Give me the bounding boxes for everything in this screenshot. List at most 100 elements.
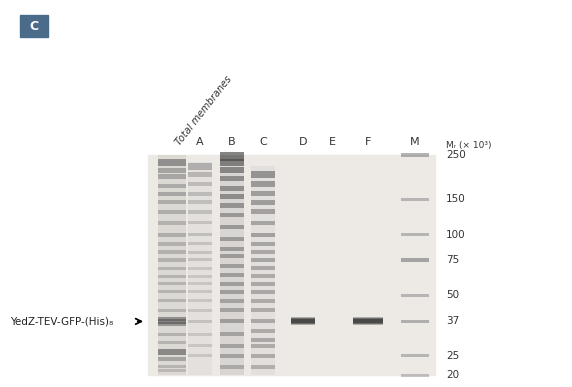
Text: C: C [259,137,267,147]
Bar [251,209,275,214]
Bar [401,354,429,357]
Bar [220,176,244,182]
Bar [353,319,383,324]
Bar [220,203,244,208]
Bar [220,365,244,369]
Bar [158,258,186,262]
Bar [158,210,186,214]
Bar [220,319,244,324]
Bar [188,299,212,302]
Bar [251,200,275,205]
Bar [251,344,275,348]
Bar [20,15,48,37]
Bar [158,357,186,361]
Bar [251,192,275,196]
Bar [158,299,186,302]
Bar [188,192,212,196]
Bar [158,267,186,270]
Bar [401,373,429,377]
Bar [158,250,186,254]
Bar [158,341,186,344]
Text: 250: 250 [446,150,466,160]
Bar [220,273,244,277]
Bar [188,243,212,245]
Bar [188,251,212,253]
Text: YedZ-TEV-GFP-(His)₈: YedZ-TEV-GFP-(His)₈ [10,317,113,326]
Bar [251,221,275,224]
Bar [251,274,275,279]
Text: Mᵣ (× 10³): Mᵣ (× 10³) [446,141,491,150]
Bar [158,192,186,196]
Bar [220,186,244,191]
Bar [188,309,212,312]
Bar [220,308,244,312]
Text: 75: 75 [446,255,459,265]
Bar [188,182,212,186]
Text: F: F [365,137,371,147]
Text: 20: 20 [446,370,459,380]
Bar [158,317,186,321]
Text: 100: 100 [446,230,466,240]
Bar [291,319,315,324]
Bar [158,322,186,326]
Bar [251,166,275,375]
Text: 25: 25 [446,351,459,361]
Bar [158,275,186,278]
Bar [401,233,429,236]
Bar [251,242,275,246]
Bar [158,365,186,368]
Bar [220,247,244,251]
Bar [158,349,186,355]
Bar [251,319,275,324]
Text: M: M [410,137,420,147]
Text: 150: 150 [446,195,466,204]
Text: Total membranes: Total membranes [174,74,234,147]
Bar [158,290,186,293]
Text: C: C [29,19,38,33]
Bar [401,258,429,262]
Bar [251,365,275,369]
Bar [220,224,244,228]
Bar [251,250,275,254]
Bar [188,163,212,170]
Bar [401,294,429,297]
Text: D: D [299,137,307,147]
Bar [188,172,212,177]
Bar [188,210,212,214]
Bar [158,332,186,336]
Bar [353,319,383,324]
Bar [188,320,212,323]
Bar [188,290,212,293]
Bar [251,308,275,312]
Bar [158,369,186,372]
Bar [220,354,244,358]
Bar [291,319,315,324]
Text: 37: 37 [446,317,459,326]
Bar [251,233,275,237]
Bar [353,317,383,325]
Bar [158,200,186,204]
Text: A: A [196,137,204,147]
Bar [251,266,275,271]
Bar [251,329,275,333]
Bar [158,233,186,237]
Bar [220,282,244,286]
Bar [220,194,244,199]
Bar [158,242,186,246]
Bar [220,237,244,241]
Bar [188,267,212,270]
Text: B: B [228,137,236,147]
Bar [220,290,244,294]
Bar [188,332,212,336]
Bar [188,200,212,204]
Bar [188,259,212,261]
Bar [188,275,212,278]
Bar [158,282,186,285]
Bar [188,354,212,357]
Bar [220,167,244,173]
Bar [220,344,244,348]
Bar [158,168,186,173]
Bar [158,184,186,188]
Bar [158,319,186,324]
Bar [188,233,212,236]
